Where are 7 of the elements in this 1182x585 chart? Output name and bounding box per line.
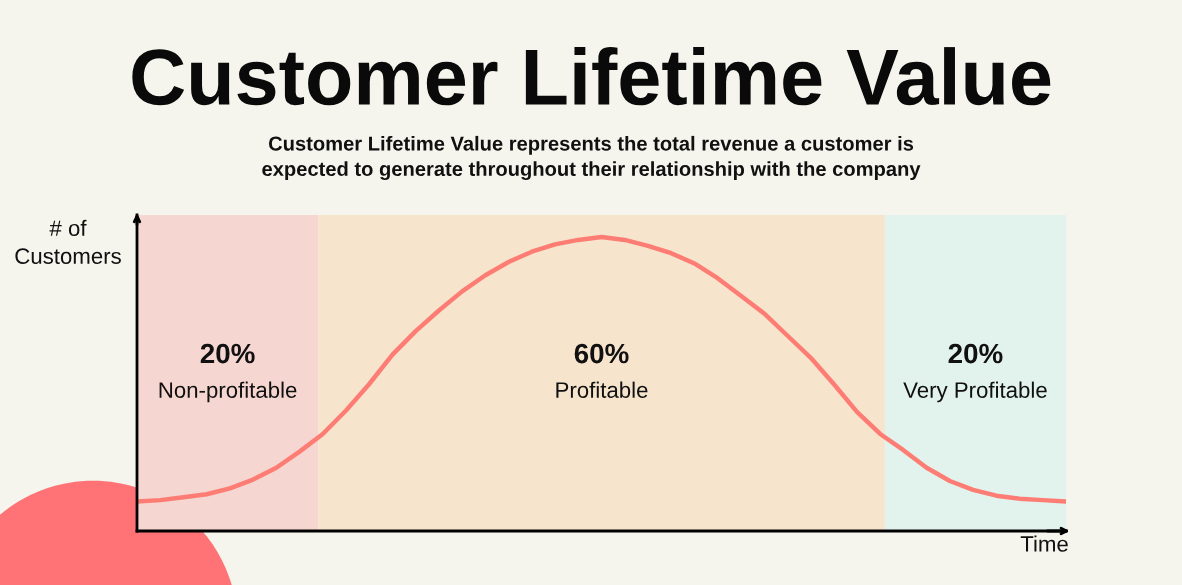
chart-title: Customer Lifetime Value xyxy=(132,47,1051,106)
annotation: 60% Profitable xyxy=(556,343,648,398)
annotation: 20% Very Profitable xyxy=(903,343,1047,403)
annotation: 20% Non-profitable xyxy=(159,343,297,403)
y-axis-title: # of Customers xyxy=(15,219,121,265)
chart-subtitle: Customer Lifetime Value represents the total revenue a customer is expected to generate throughout their relationship with the company xyxy=(262,135,921,181)
x-axis-title: Time xyxy=(1020,535,1068,552)
